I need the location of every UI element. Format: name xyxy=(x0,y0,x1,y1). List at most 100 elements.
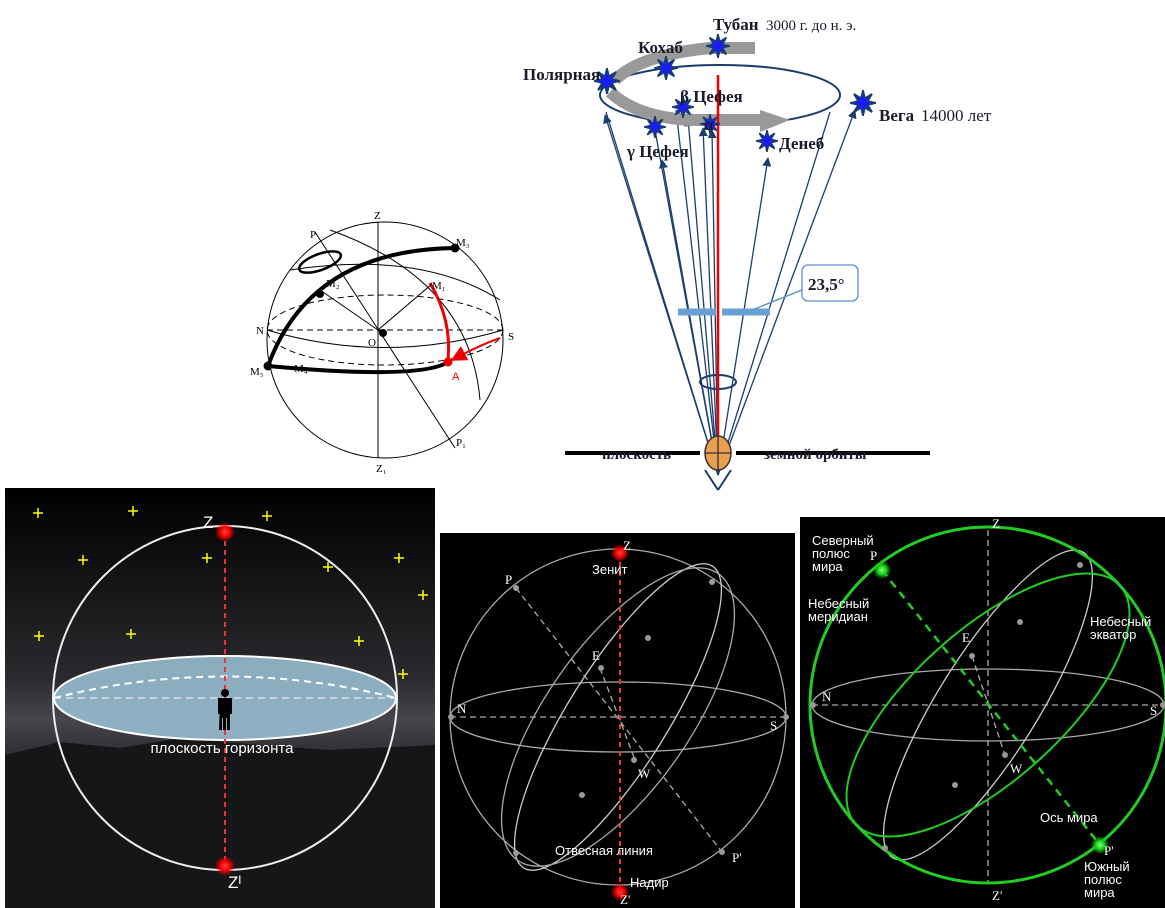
precession-diagram xyxy=(565,34,930,491)
shape xyxy=(756,130,778,152)
label: P₁ xyxy=(456,437,466,449)
shape xyxy=(377,283,433,331)
label: Вега xyxy=(879,106,915,125)
shape xyxy=(266,221,504,459)
shape xyxy=(611,544,629,562)
shape xyxy=(598,665,604,671)
label: 23,5° xyxy=(808,275,845,294)
label: Z' xyxy=(992,888,1002,903)
label: Тубан xyxy=(713,15,759,34)
shape xyxy=(316,290,324,298)
shape xyxy=(783,714,789,720)
shape xyxy=(1160,702,1165,708)
shape xyxy=(850,90,876,116)
shape xyxy=(611,883,629,901)
shape xyxy=(215,856,235,876)
shape xyxy=(675,109,719,476)
label: S xyxy=(508,331,514,343)
shape xyxy=(579,792,585,798)
shape xyxy=(698,127,719,476)
label: W xyxy=(1010,761,1023,776)
label: Кохаб xyxy=(638,38,683,57)
label: N xyxy=(457,701,467,716)
shape xyxy=(810,702,816,708)
label: Z xyxy=(992,516,1000,531)
label: Небесный xyxy=(808,596,869,611)
label: Z₁ xyxy=(376,463,387,475)
horizon-labels: Z плоскость горизонта Zᴵ xyxy=(151,513,295,892)
shape xyxy=(706,34,730,58)
label: Южный xyxy=(1084,859,1130,874)
label: N xyxy=(822,689,832,704)
shape xyxy=(684,117,719,476)
label: Полярная xyxy=(523,65,600,84)
shape xyxy=(513,563,723,871)
shape xyxy=(440,533,795,908)
shape: Небесный меридиан xyxy=(808,596,869,624)
label: Северный xyxy=(812,533,874,548)
shape xyxy=(5,738,435,908)
label: γ Цефея xyxy=(626,142,689,161)
shape xyxy=(873,561,891,579)
shape xyxy=(448,714,454,720)
shape xyxy=(515,587,723,853)
label: Z xyxy=(203,513,213,532)
shape xyxy=(654,129,719,476)
label: β Цефея xyxy=(680,87,743,106)
horizon-diagram xyxy=(5,488,435,908)
shape xyxy=(1091,836,1109,854)
label: мира xyxy=(1084,885,1115,900)
label: M₄ xyxy=(294,363,308,375)
shape: Небесный экватор xyxy=(1090,614,1151,642)
label: M₃ xyxy=(456,237,470,249)
shape xyxy=(717,157,772,476)
label: плоскость xyxy=(602,447,671,463)
shape xyxy=(1077,562,1083,568)
shape xyxy=(1017,619,1023,625)
shape xyxy=(448,579,789,856)
label: E xyxy=(962,630,970,645)
shape xyxy=(645,635,651,641)
shape xyxy=(882,845,888,851)
shape xyxy=(631,757,637,763)
shape xyxy=(266,246,456,367)
label: меридиан xyxy=(808,609,868,624)
label: Zᴵ xyxy=(228,873,241,892)
shape xyxy=(379,329,387,337)
shape xyxy=(289,263,501,301)
label: Z xyxy=(623,538,631,553)
label: A xyxy=(452,371,460,383)
shape xyxy=(500,567,736,867)
shape xyxy=(605,87,760,126)
label: M₁ xyxy=(432,280,446,292)
label: N xyxy=(256,325,264,337)
shape: Южный полюс мира xyxy=(1084,859,1130,900)
shape xyxy=(263,361,273,371)
label: P xyxy=(310,229,316,241)
label: мира xyxy=(812,559,843,574)
label: P xyxy=(505,572,512,587)
label: Небесный xyxy=(1090,614,1151,629)
label: E xyxy=(592,648,600,663)
shape xyxy=(610,42,755,85)
shape xyxy=(450,243,460,253)
shape: Северный полюс мира xyxy=(812,533,874,574)
shape xyxy=(297,250,343,274)
label: Ось мира xyxy=(1040,810,1098,825)
shape xyxy=(882,549,1094,861)
label: полюс xyxy=(812,546,850,561)
shape xyxy=(644,116,666,138)
shape xyxy=(267,360,450,375)
shape xyxy=(450,337,501,361)
shape xyxy=(428,282,451,361)
shape xyxy=(218,698,232,714)
sphere-labels: Z P M₃ M₂ M₁ N O S M₅ M₄ A P₁ Z₁ xyxy=(250,210,514,475)
label: Денеб xyxy=(779,134,824,153)
shape xyxy=(751,289,803,311)
label: 14000 лет xyxy=(921,106,992,125)
label: Зенит xyxy=(592,562,628,577)
label: 3000 г. до н. э. xyxy=(766,18,856,34)
shape xyxy=(215,522,235,542)
sphere-diagram xyxy=(263,221,504,459)
